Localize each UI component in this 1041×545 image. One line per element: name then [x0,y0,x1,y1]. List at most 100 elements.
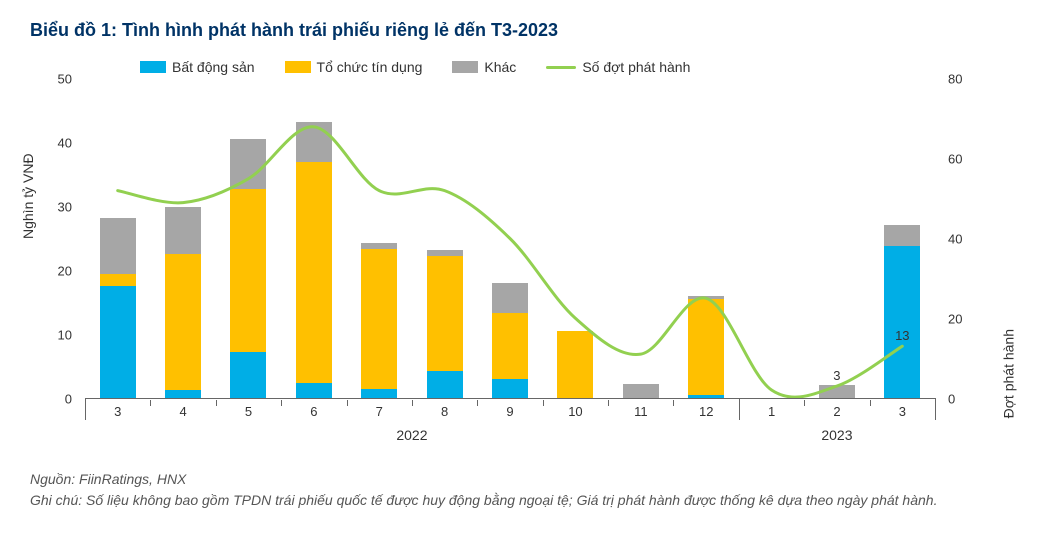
x-axis-label: 5 [216,404,281,419]
plot-area: 313 [85,79,935,399]
bar-seg-series2 [361,249,397,389]
bar-seg-series2 [492,313,528,380]
stacked-bar [819,385,855,398]
swatch-series3 [452,61,478,73]
bar-seg-series1 [884,246,920,398]
bar-slot [739,79,804,398]
bar-seg-series2 [427,256,463,371]
chart-footer: Nguồn: FiinRatings, HNX Ghi chú: Số liệu… [30,469,1011,511]
bar-seg-series3 [492,283,528,313]
y-axis-left-label: Nghìn tỷ VNĐ [20,153,36,239]
x-axis-labels: 3456789101112123 [85,404,935,419]
stacked-bar [230,139,266,398]
bar-seg-series3 [623,384,659,398]
bar-seg-series2 [688,299,724,395]
bar-seg-series3 [165,207,201,254]
y-left-tick: 50 [58,72,72,87]
bar-seg-series1 [361,389,397,398]
bar-seg-series3 [100,218,136,274]
y-right-tick: 20 [948,312,962,327]
year-group-label: 2022 [396,427,427,443]
bar-slot [477,79,542,398]
legend-item-series3: Khác [452,59,516,75]
bar-slot [608,79,673,398]
bar-slot [804,79,869,398]
x-axis-label: 4 [150,404,215,419]
year-group-label: 2023 [821,427,852,443]
y-axis-right: 020406080 [940,79,990,399]
bar-slot [543,79,608,398]
bar-seg-series1 [230,352,266,398]
x-axis-label: 8 [412,404,477,419]
swatch-series4 [546,66,576,69]
bar-seg-series1 [296,383,332,398]
chart-title: Biểu đồ 1: Tình hình phát hành trái phiế… [30,20,1011,41]
bar-seg-series2 [557,331,593,398]
legend-label-series1: Bất động sản [172,59,255,75]
bar-seg-series1 [165,390,201,398]
bar-slot [347,79,412,398]
bar-slot [674,79,739,398]
year-divider [935,398,936,420]
x-axis-label: 3 [870,404,935,419]
y-left-tick: 20 [58,264,72,279]
y-left-tick: 0 [65,392,72,407]
y-left-tick: 40 [58,136,72,151]
stacked-bar [688,296,724,398]
stacked-bar [361,243,397,399]
bar-slot [870,79,935,398]
stacked-bar [100,218,136,398]
x-axis-label: 7 [347,404,412,419]
x-axis-label: 3 [85,404,150,419]
stacked-bar [296,122,332,398]
legend-label-series2: Tổ chức tín dụng [317,59,423,75]
x-axis-label: 6 [281,404,346,419]
bar-seg-series1 [100,286,136,398]
x-axis-label: 12 [674,404,739,419]
stacked-bar [884,225,920,398]
stacked-bar [492,283,528,398]
line-data-label: 3 [833,368,840,383]
chart-container: Bất động sản Tổ chức tín dụng Khác Số đợ… [30,59,990,429]
bar-seg-series2 [165,254,201,390]
x-axis-label: 1 [739,404,804,419]
stacked-bar [427,250,463,398]
bar-seg-series3 [296,122,332,163]
bar-seg-series2 [296,162,332,382]
bar-seg-series2 [230,189,266,352]
footer-source: Nguồn: FiinRatings, HNX [30,469,1011,490]
bar-slot [150,79,215,398]
bar-slot [412,79,477,398]
x-axis-label: 11 [608,404,673,419]
swatch-series2 [285,61,311,73]
footer-note: Ghi chú: Số liệu không bao gồm TPDN trái… [30,490,1011,511]
x-axis-label: 9 [477,404,542,419]
x-axis-label: 2 [804,404,869,419]
bar-slot [216,79,281,398]
bar-slot [85,79,150,398]
bars-layer [85,79,935,398]
y-right-tick: 0 [948,392,955,407]
y-axis-left: 01020304050 [30,79,80,399]
y-axis-right-label: Đợt phát hành [1000,329,1016,418]
y-right-tick: 80 [948,72,962,87]
legend-label-series4: Số đợt phát hành [582,59,690,75]
stacked-bar [165,207,201,398]
bar-seg-series2 [100,274,136,286]
bar-seg-series3 [230,139,266,189]
bar-seg-series3 [819,385,855,398]
swatch-series1 [140,61,166,73]
y-left-tick: 30 [58,200,72,215]
stacked-bar [623,384,659,398]
legend-label-series3: Khác [484,59,516,75]
bar-seg-series1 [427,371,463,398]
x-axis-label: 10 [543,404,608,419]
bar-seg-series1 [492,379,528,398]
legend-item-series2: Tổ chức tín dụng [285,59,423,75]
y-right-tick: 40 [948,232,962,247]
legend-item-series4: Số đợt phát hành [546,59,690,75]
legend-item-series1: Bất động sản [140,59,255,75]
y-left-tick: 10 [58,328,72,343]
bar-seg-series1 [688,395,724,398]
y-right-tick: 60 [948,152,962,167]
